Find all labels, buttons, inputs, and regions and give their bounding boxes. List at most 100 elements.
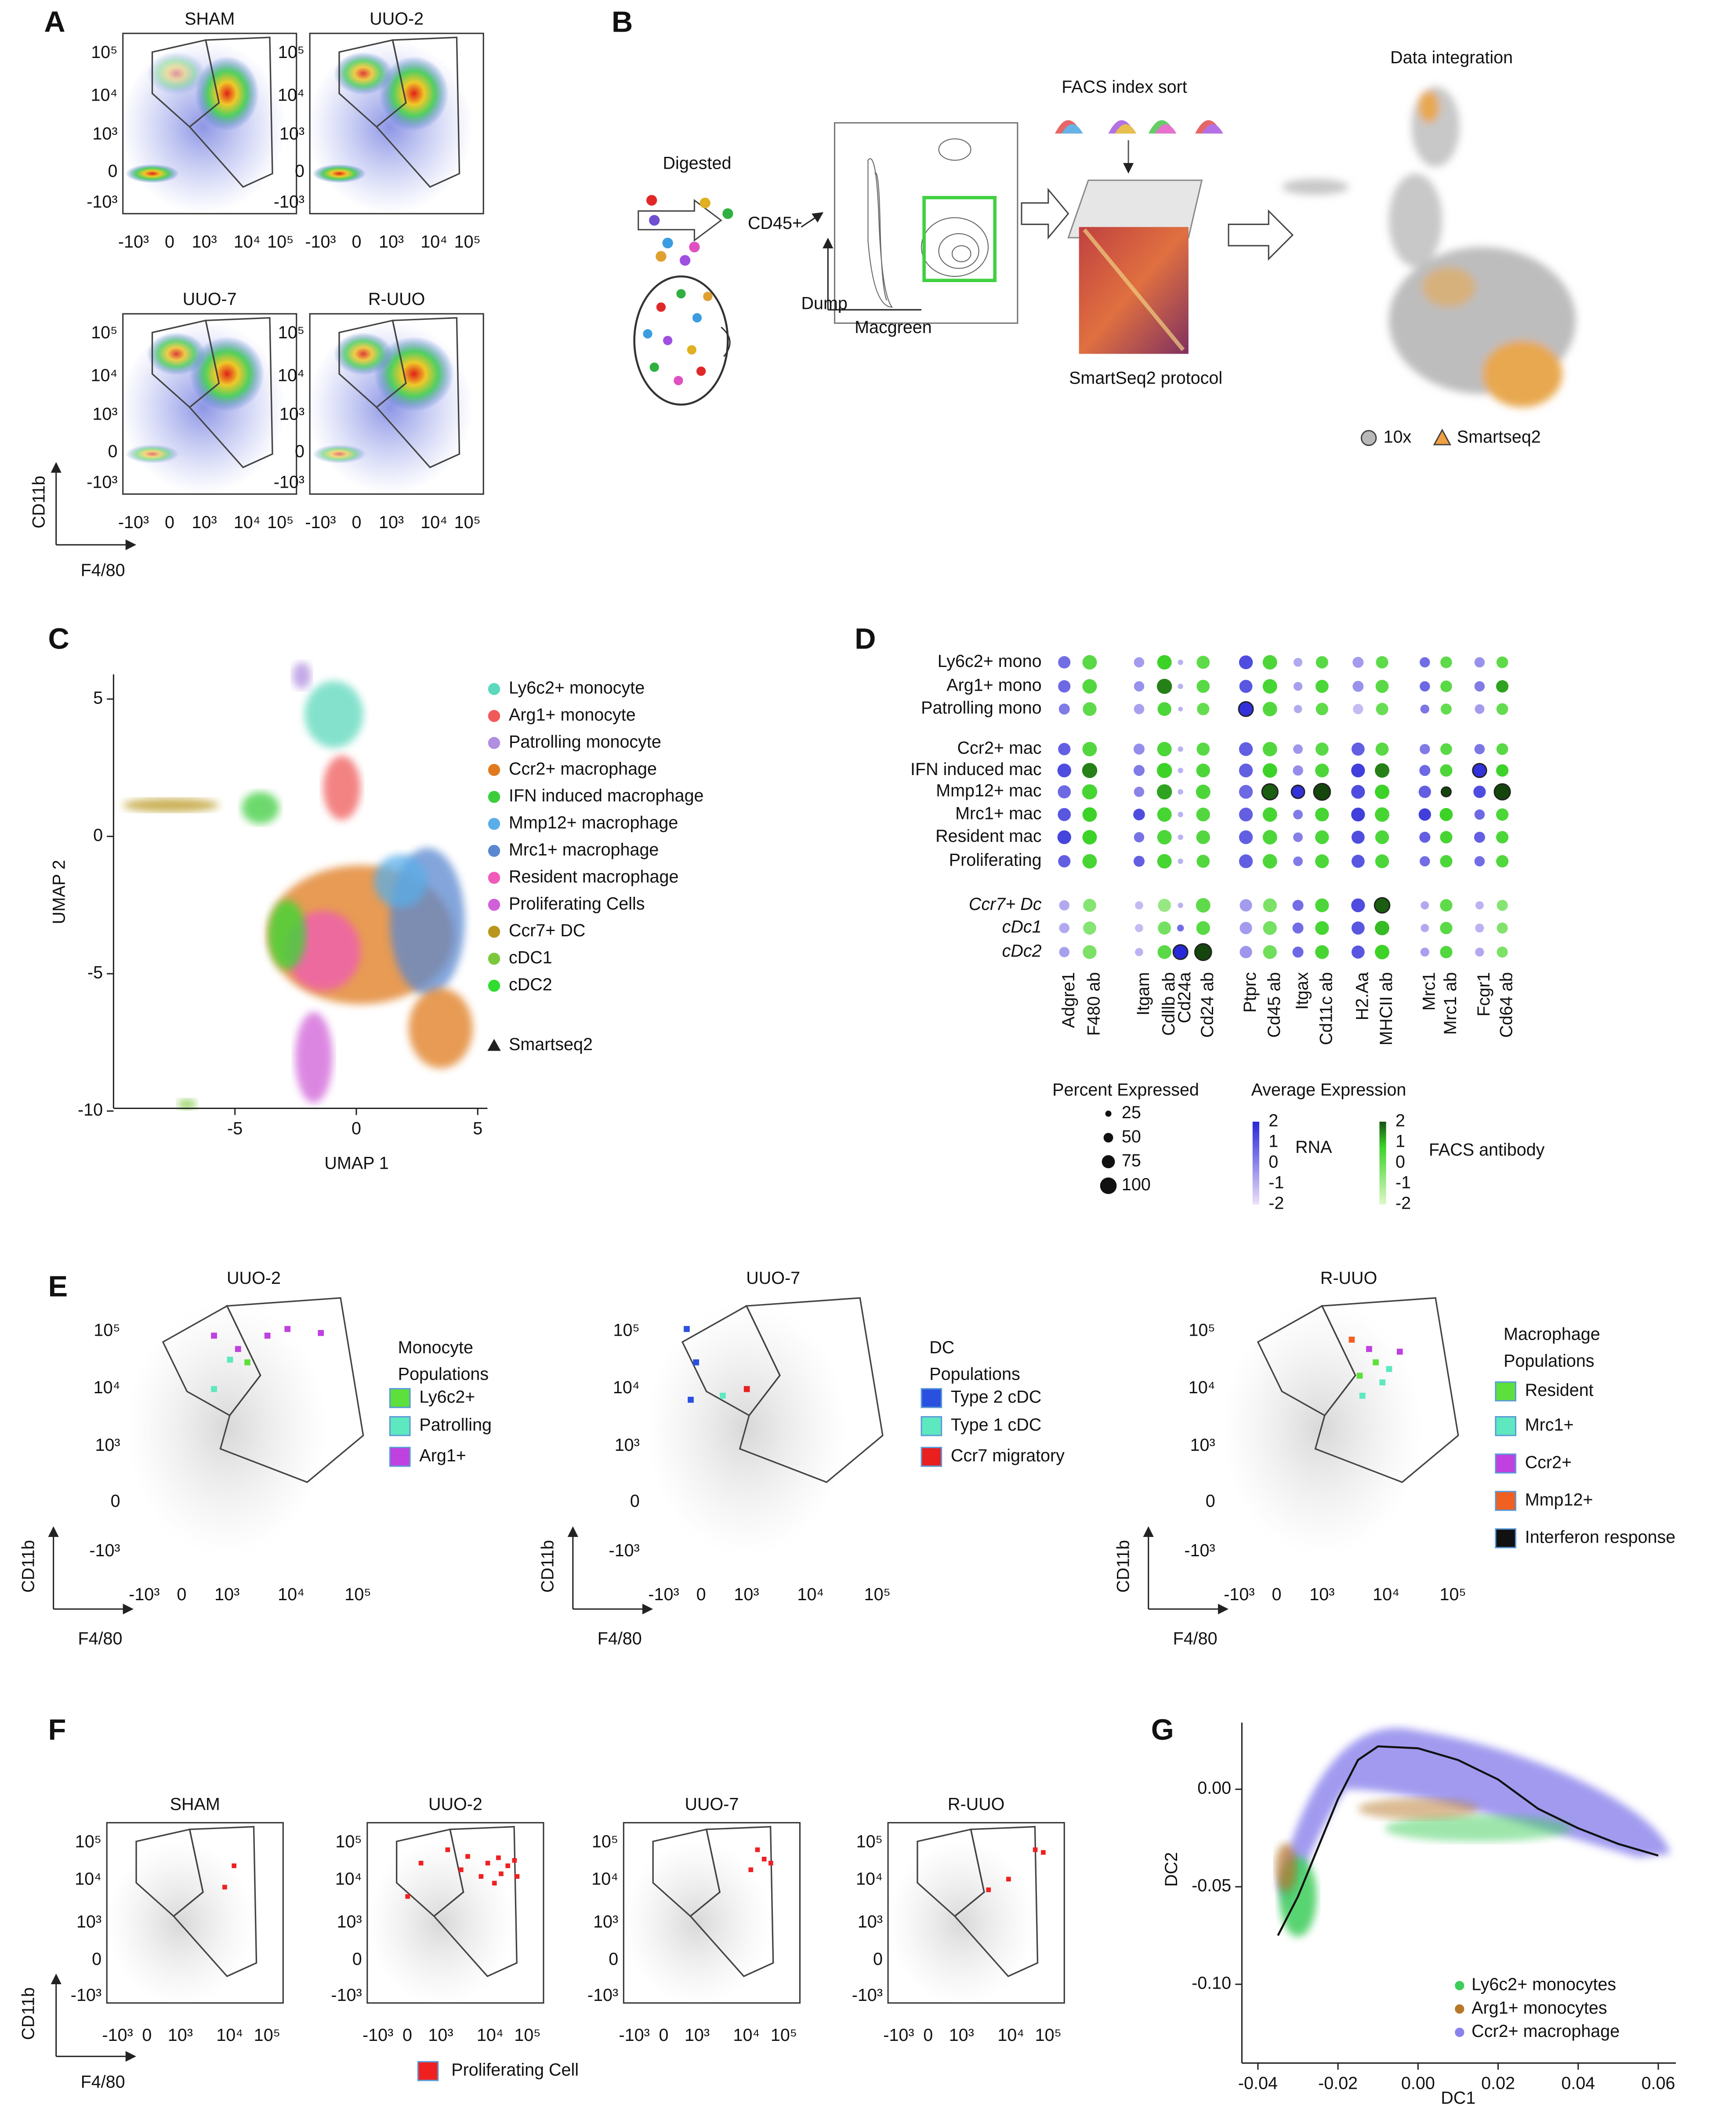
dot — [1440, 855, 1453, 868]
cluster-cloud — [295, 1012, 333, 1103]
x-tick-label: 10³ — [949, 2026, 974, 2045]
x-tick-label: 0.02 — [1481, 2074, 1515, 2093]
gate — [739, 1297, 884, 1483]
cell — [688, 1396, 694, 1403]
y-tick-label: 5 — [93, 688, 103, 707]
dot — [1497, 922, 1508, 934]
dot — [1263, 945, 1277, 959]
y-tick-label: 10³ — [858, 1912, 883, 1931]
legend-label: Ly6c2+ monocyte — [509, 678, 645, 698]
column-label: Mrc1 ab — [1441, 972, 1460, 1035]
dot — [1353, 704, 1363, 714]
panel-label: B — [612, 5, 633, 38]
legend-label: Proliferating Cells — [509, 894, 645, 913]
y-axis-label: CD11b — [18, 1987, 38, 2040]
cluster-cloud — [123, 798, 219, 812]
x-tick-label: 10⁴ — [797, 1585, 824, 1604]
column-label: Itgax — [1293, 972, 1312, 1010]
y-tick-label: 10⁵ — [278, 323, 304, 342]
dot — [1474, 657, 1485, 668]
y-tick-label: 0 — [295, 161, 304, 181]
y-tick-label: -10³ — [1184, 1541, 1215, 1560]
dot — [1196, 763, 1210, 778]
density — [195, 56, 259, 131]
dot — [1418, 786, 1431, 798]
legend-marker — [488, 764, 500, 776]
dot — [1420, 681, 1430, 692]
dot — [1474, 681, 1485, 692]
legend-swatch — [921, 1388, 942, 1408]
y-tick-label: -10³ — [852, 1986, 883, 2005]
y-tick-label: 0.00 — [1197, 1779, 1231, 1798]
cell — [235, 1346, 241, 1352]
legend-swatch — [389, 1416, 411, 1436]
x-tick-label: 0 — [352, 232, 362, 252]
legend-label: cDC1 — [509, 948, 552, 968]
kidney — [633, 275, 731, 406]
y-tick-label: 10³ — [76, 1912, 101, 1931]
x-tick-label: -10³ — [619, 2026, 650, 2045]
row-label: cDc1 — [1002, 917, 1042, 937]
cluster-cloud — [409, 988, 473, 1069]
dot — [1196, 808, 1210, 822]
dot — [1374, 897, 1391, 914]
y-tick-label: -5 — [87, 963, 103, 982]
legend-swatch — [1495, 1416, 1516, 1436]
dot — [1419, 832, 1431, 843]
legend-swatch — [1495, 1528, 1516, 1548]
cell — [505, 1863, 511, 1868]
x-tick-label: -10³ — [362, 2026, 393, 2045]
density — [312, 445, 366, 464]
dot — [1239, 830, 1253, 844]
dot — [1178, 902, 1183, 908]
dot — [1178, 768, 1183, 773]
dot — [1058, 855, 1071, 868]
dot — [1262, 763, 1277, 778]
dot — [1496, 680, 1509, 693]
legend-marker — [1433, 428, 1452, 446]
legend-swatch — [1495, 1381, 1516, 1402]
x-tick-label: 10⁴ — [1373, 1585, 1399, 1604]
dot — [1059, 947, 1069, 957]
dot — [1083, 945, 1097, 959]
plot-title: R-UUO — [1320, 1268, 1377, 1288]
dot — [1440, 946, 1453, 959]
y-tick-label: 10⁴ — [613, 1378, 640, 1397]
x-tick-label: -10³ — [305, 513, 336, 532]
cloud — [1275, 1843, 1297, 1892]
legend-swatch — [921, 1446, 942, 1467]
y-tick-label: 10³ — [92, 124, 117, 143]
legend-marker — [488, 926, 500, 938]
y-tick-label: 10⁵ — [856, 1832, 883, 1851]
x-tick-label: 10³ — [1309, 1585, 1334, 1604]
colorbar-tick: 2 — [1268, 1111, 1278, 1130]
dot — [1351, 785, 1365, 799]
legend-marker — [488, 899, 500, 911]
cell — [515, 1874, 520, 1879]
legend-marker — [488, 953, 500, 965]
x-tick-label: 10⁵ — [344, 1585, 371, 1604]
y-tick-label: 10⁴ — [335, 1870, 362, 1889]
legend-marker — [1455, 1981, 1464, 1990]
cell — [499, 1871, 504, 1876]
label: FACS index sort — [1062, 77, 1187, 97]
legend-marker — [488, 683, 500, 695]
legend-label: Arg1+ — [419, 1446, 466, 1465]
dot — [1375, 945, 1390, 960]
dot — [1262, 679, 1277, 694]
gate — [953, 1826, 1039, 1977]
y-tick-label: 10³ — [92, 405, 117, 424]
dot — [1351, 855, 1365, 868]
legend-title: Populations — [398, 1365, 489, 1384]
cell — [264, 1333, 271, 1339]
background-cells — [1221, 1302, 1422, 1556]
row-label: Mrc1+ mac — [955, 804, 1041, 823]
dot — [1292, 946, 1304, 958]
y-tick-label: 10⁴ — [278, 85, 304, 105]
legend-marker — [1360, 430, 1377, 446]
dot — [1082, 742, 1097, 757]
dot — [1290, 784, 1305, 799]
x-tick-label: 0 — [659, 2026, 669, 2045]
dot — [1351, 808, 1365, 822]
dot — [1351, 763, 1365, 778]
